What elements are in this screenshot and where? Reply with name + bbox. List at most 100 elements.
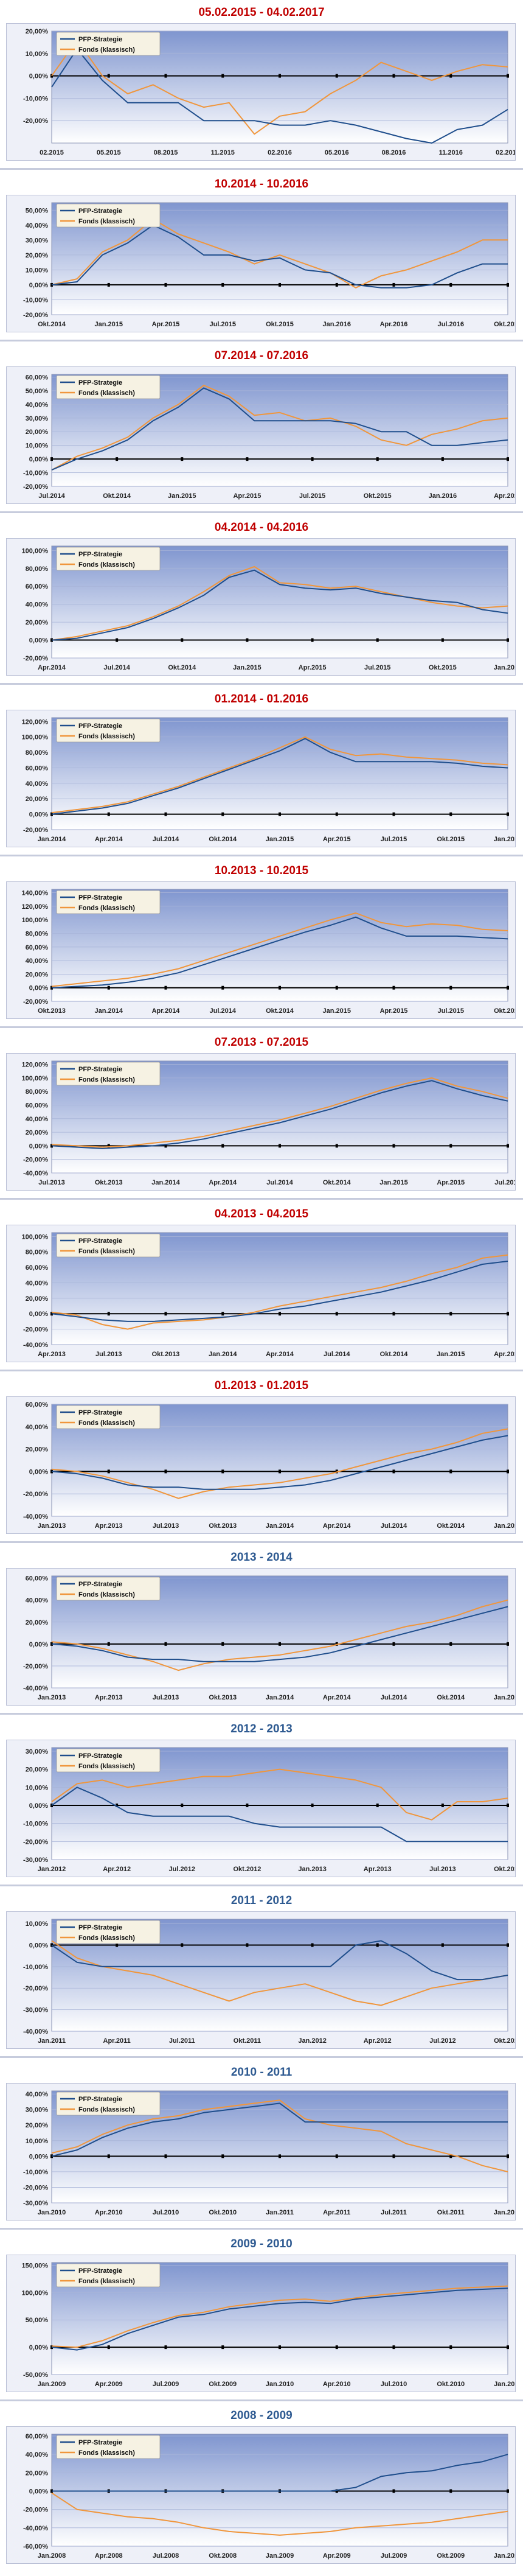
y-tick-label: 20,00% [26, 1446, 49, 1454]
x-tick-label: Okt.2015 [364, 492, 392, 500]
zero-tick [507, 74, 509, 78]
y-tick-label: 0,00% [29, 637, 48, 645]
fund-line [51, 219, 508, 289]
strategy-line [51, 1261, 508, 1322]
zero-tick [376, 638, 379, 642]
zero-tick [335, 2154, 338, 2158]
y-tick-label: 60,00% [26, 1575, 49, 1583]
x-tick-label: Jan.2014 [209, 1351, 237, 1358]
x-tick-label: Jan.2015 [233, 664, 261, 671]
legend-box [56, 1748, 161, 1773]
chart-svg: 60,00% 40,00% 20,00% 0,00% -20,00% -40,00% Jan… [23, 1575, 515, 1701]
x-tick-label: Jan.2015 [323, 1007, 351, 1015]
zero-tick [392, 2489, 395, 2493]
x-tick-label: Apr.2015 [323, 836, 351, 843]
x-tick-label: Okt.2014 [168, 664, 196, 671]
legend-fund-label: Fonds (klassisch) [78, 561, 135, 569]
zero-tick [164, 812, 167, 816]
legend-fund-label: Fonds (klassisch) [78, 1248, 135, 1255]
zero-tick [164, 2154, 167, 2158]
zero-tick [311, 1943, 314, 1947]
zero-tick [279, 1312, 281, 1316]
legend-box [56, 718, 161, 743]
chart-svg: 30,00% 20,00% 10,00% 0,00% -10,00% -20,00% -30… [23, 1747, 515, 1873]
legend-box [56, 547, 161, 571]
y-tick-label: -40,00% [23, 1513, 48, 1521]
fund-line [51, 39, 508, 135]
y-tick-label: 20,00% [26, 2122, 49, 2129]
chart-svg: 10,00% 0,00% -10,00% -20,00% -30,00% -40,00% J… [23, 1919, 515, 2045]
zero-tick [507, 282, 509, 287]
y-tick-label: 10,00% [26, 1784, 49, 1791]
y-tick-label: 80,00% [26, 1249, 49, 1256]
x-tick-label: Apr.2013 [364, 1866, 392, 1873]
chart-panel: 05.02.2015 - 04.02.2017 20,00% 10,00% 0,00%… [5, 5, 518, 164]
y-tick-label: 60,00% [26, 765, 49, 772]
x-tick-label: Jan.2015 [379, 1179, 407, 1186]
chart-svg: 20,00% 10,00% 0,00% -10,00% -20,00% 02.2015 05… [23, 28, 515, 156]
legend-strategy-label: PFP-Strategie [78, 2439, 122, 2446]
zero-tick [335, 812, 338, 816]
chart-title: 2008 - 2009 [230, 2409, 293, 2422]
chart-frame: 50,00% 40,00% 30,00% 20,00% 10,00% 0,00% -10,0… [6, 195, 516, 332]
legend-strategy-label: PFP-Strategie [78, 379, 122, 387]
legend-strategy-label: PFP-Strategie [78, 1924, 122, 1931]
x-tick-label: Apr.2014 [323, 1694, 352, 1701]
strategy-line [51, 224, 508, 289]
x-tick-label: Apr.2012 [103, 1866, 131, 1873]
chart-frame: 120,00% 100,00% 80,00% 60,00% 40,00% 20,00% 0,… [6, 1053, 516, 1191]
zero-tick [50, 1943, 53, 1947]
x-tick-label: Okt.2015 [494, 1007, 515, 1015]
x-tick-label: Jul.2015 [299, 492, 325, 500]
x-tick-label: Okt.2012 [233, 1866, 261, 1873]
chart-title: 07.2014 - 07.2016 [214, 349, 309, 362]
x-tick-label: Jul.2014 [38, 492, 65, 500]
fund-line [51, 385, 508, 471]
zero-tick [441, 1803, 444, 1807]
y-tick-label: -20,00% [23, 1326, 48, 1334]
x-tick-label: Apr.2014 [266, 1351, 294, 1358]
y-tick-label: -20,00% [23, 312, 48, 319]
y-tick-label: 20,00% [26, 619, 49, 626]
zero-tick [449, 74, 452, 78]
x-tick-label: Jul.2013 [153, 1694, 179, 1701]
y-tick-label: 0,00% [29, 282, 48, 289]
zero-tick [107, 282, 110, 287]
chart-panel: 07.2014 - 07.2016 60,00% 50,00% 40,00% 30,00… [5, 348, 518, 508]
y-tick-label: -20,00% [23, 1663, 48, 1670]
x-tick-label: Jan.2010 [494, 2552, 515, 2560]
legend-fund-label: Fonds (klassisch) [78, 1591, 135, 1598]
y-tick-label: 20,00% [26, 28, 49, 35]
x-tick-label: Jan.2016 [494, 664, 515, 671]
zero-tick [164, 74, 167, 78]
x-tick-label: Okt.2015 [437, 836, 465, 843]
zero-tick [311, 457, 314, 461]
y-tick-label: 60,00% [26, 583, 49, 590]
x-tick-label: Jul.2014 [381, 1522, 407, 1530]
y-tick-label: 40,00% [26, 780, 49, 788]
y-tick-label: -10,00% [23, 1821, 48, 1828]
y-tick-label: 120,00% [22, 903, 49, 911]
strategy-line [51, 1787, 508, 1843]
y-tick-label: -20,00% [23, 998, 48, 1006]
legend-box [56, 2263, 161, 2287]
y-tick-label: 40,00% [26, 1424, 49, 1431]
zero-tick [507, 1312, 509, 1316]
x-tick-label: 08.2015 [154, 149, 178, 156]
zero-tick [116, 1943, 119, 1947]
legend-box [56, 1405, 161, 1429]
zero-tick [449, 2154, 452, 2158]
y-tick-label: 40,00% [26, 1279, 49, 1287]
legend-box [56, 890, 161, 914]
y-tick-label: 0,00% [29, 2153, 48, 2160]
y-tick-label: 10,00% [26, 51, 49, 58]
y-tick-label: -20,00% [23, 2184, 48, 2191]
strategy-line [51, 1606, 508, 1662]
x-tick-label: Okt.2008 [209, 2552, 237, 2560]
x-tick-label: Jan.2014 [95, 1007, 123, 1015]
zero-tick [507, 2154, 509, 2158]
chart-svg: 120,00% 100,00% 80,00% 60,00% 40,00% 20,00% 0,… [22, 1060, 515, 1186]
chart-frame: 150,00% 100,00% 50,00% 0,00% -50,00% Jan.2009… [6, 2255, 516, 2392]
x-tick-label: Jan.2013 [38, 1522, 66, 1530]
x-tick-label: Jan.2016 [429, 492, 457, 500]
